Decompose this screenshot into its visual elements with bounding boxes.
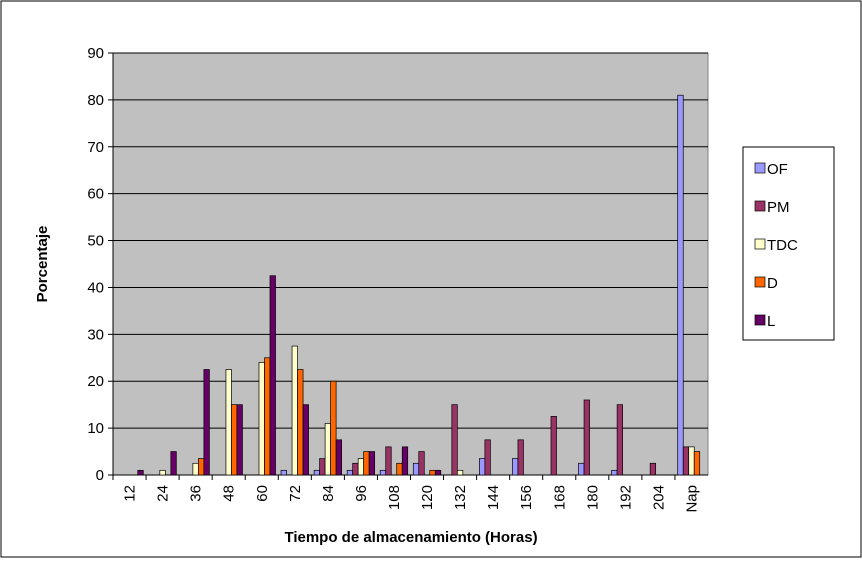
y-tick-label: 80 xyxy=(87,92,104,109)
bar xyxy=(479,458,486,476)
bar xyxy=(225,369,232,476)
legend-swatch xyxy=(754,162,766,174)
x-tick-label: 36 xyxy=(188,485,205,502)
legend-label: L xyxy=(767,313,775,330)
bar xyxy=(330,380,337,476)
bar xyxy=(192,462,199,476)
bar xyxy=(412,462,420,476)
bar xyxy=(231,404,238,476)
bar xyxy=(401,446,409,476)
y-tick-label: 20 xyxy=(87,373,104,390)
bar xyxy=(451,404,458,476)
legend-label: OF xyxy=(767,161,788,178)
bar xyxy=(583,399,590,476)
legend-swatch xyxy=(754,200,766,212)
bar xyxy=(324,423,331,476)
bar xyxy=(429,469,436,476)
x-tick-label: 60 xyxy=(254,485,271,502)
bar xyxy=(688,446,695,476)
legend-label: D xyxy=(767,275,778,292)
bar xyxy=(693,451,701,476)
bar xyxy=(649,462,657,476)
bar xyxy=(616,404,623,476)
bar xyxy=(264,357,271,476)
bar xyxy=(170,451,177,476)
bar xyxy=(484,439,491,476)
bar xyxy=(456,469,464,476)
bar xyxy=(198,458,205,476)
bar xyxy=(203,369,210,476)
x-tick-label: 144 xyxy=(485,485,502,510)
y-tick-label: 90 xyxy=(87,45,104,62)
bar xyxy=(578,462,585,476)
y-tick-label: 70 xyxy=(87,139,104,156)
x-tick-label: 204 xyxy=(650,485,667,510)
x-tick-label: 108 xyxy=(386,485,403,510)
bar xyxy=(236,404,243,476)
x-tick-label: 12 xyxy=(122,485,139,502)
bar xyxy=(517,439,524,476)
bar xyxy=(418,451,425,476)
x-tick-label: 120 xyxy=(419,485,436,510)
legend-swatch xyxy=(754,238,766,250)
bar xyxy=(357,458,365,476)
y-tick-label: 30 xyxy=(87,326,104,343)
bar xyxy=(297,369,304,476)
y-tick-label: 50 xyxy=(87,233,104,250)
y-tick-label: 0 xyxy=(96,467,104,484)
bar xyxy=(291,345,298,476)
bar xyxy=(677,94,684,476)
bar xyxy=(512,458,519,476)
bar xyxy=(379,469,387,476)
x-tick-label: 72 xyxy=(287,485,304,502)
x-tick-label: 180 xyxy=(584,485,601,510)
y-tick-label: 10 xyxy=(87,420,104,437)
bar xyxy=(396,462,403,476)
bar xyxy=(385,446,392,476)
bar xyxy=(434,469,442,476)
bar xyxy=(313,469,320,476)
x-tick-label: 132 xyxy=(452,485,469,510)
legend-label: TDC xyxy=(767,237,798,254)
bar xyxy=(363,451,370,476)
bar xyxy=(269,275,276,476)
legend-swatch xyxy=(754,276,766,288)
x-tick-label: 84 xyxy=(320,485,337,502)
bar xyxy=(550,416,557,476)
y-tick-label: 60 xyxy=(87,186,104,203)
x-tick-label: 192 xyxy=(617,485,634,510)
x-tick-label: 48 xyxy=(221,485,238,502)
legend-swatch xyxy=(754,314,766,326)
bar xyxy=(302,404,309,476)
bar xyxy=(258,362,265,476)
y-tick-label: 40 xyxy=(87,279,104,296)
x-tick-label: 156 xyxy=(518,485,535,510)
bar xyxy=(335,439,342,476)
legend-label: PM xyxy=(767,199,790,216)
x-tick-label: Nap xyxy=(683,485,700,513)
x-tick-label: 96 xyxy=(353,485,370,502)
bar xyxy=(611,469,618,476)
bar xyxy=(159,469,166,476)
plot-area xyxy=(112,52,709,476)
bar xyxy=(368,451,376,476)
x-tick-label: 168 xyxy=(551,485,568,510)
bar xyxy=(346,469,354,476)
bar xyxy=(280,469,287,476)
y-axis-label: Porcentaje xyxy=(34,226,51,303)
bar xyxy=(137,469,144,476)
x-axis-label: Tiempo de almacenamiento (Horas) xyxy=(284,529,537,546)
bar xyxy=(352,462,359,476)
bar xyxy=(319,458,326,476)
x-tick-label: 24 xyxy=(155,485,172,502)
bar xyxy=(682,446,690,476)
